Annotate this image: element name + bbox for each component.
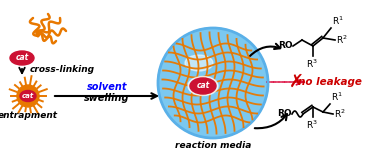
Text: ✗: ✗	[288, 73, 304, 91]
Text: R$^1$: R$^1$	[332, 15, 344, 27]
Circle shape	[158, 28, 268, 138]
Text: reaction media: reaction media	[175, 142, 251, 151]
Text: cross-linking: cross-linking	[29, 66, 94, 75]
Text: R$^2$: R$^2$	[334, 108, 346, 120]
Text: R$^3$: R$^3$	[306, 58, 318, 70]
Text: cat: cat	[15, 54, 29, 63]
Text: R$^1$: R$^1$	[331, 91, 343, 103]
Text: R$^3$: R$^3$	[306, 119, 318, 131]
Ellipse shape	[20, 91, 36, 101]
Text: entrapment: entrapment	[0, 112, 58, 121]
Text: no leakage: no leakage	[298, 77, 362, 87]
Text: RO: RO	[277, 109, 292, 118]
Ellipse shape	[10, 51, 34, 65]
Text: R$^2$: R$^2$	[336, 34, 348, 46]
Text: solvent: solvent	[87, 82, 127, 92]
Ellipse shape	[185, 55, 213, 71]
Text: swelling: swelling	[84, 93, 130, 103]
Circle shape	[17, 85, 39, 107]
Text: cat: cat	[197, 82, 210, 91]
Text: RO: RO	[278, 42, 293, 51]
Text: cat: cat	[22, 93, 34, 99]
Ellipse shape	[190, 78, 216, 94]
Ellipse shape	[188, 76, 218, 95]
